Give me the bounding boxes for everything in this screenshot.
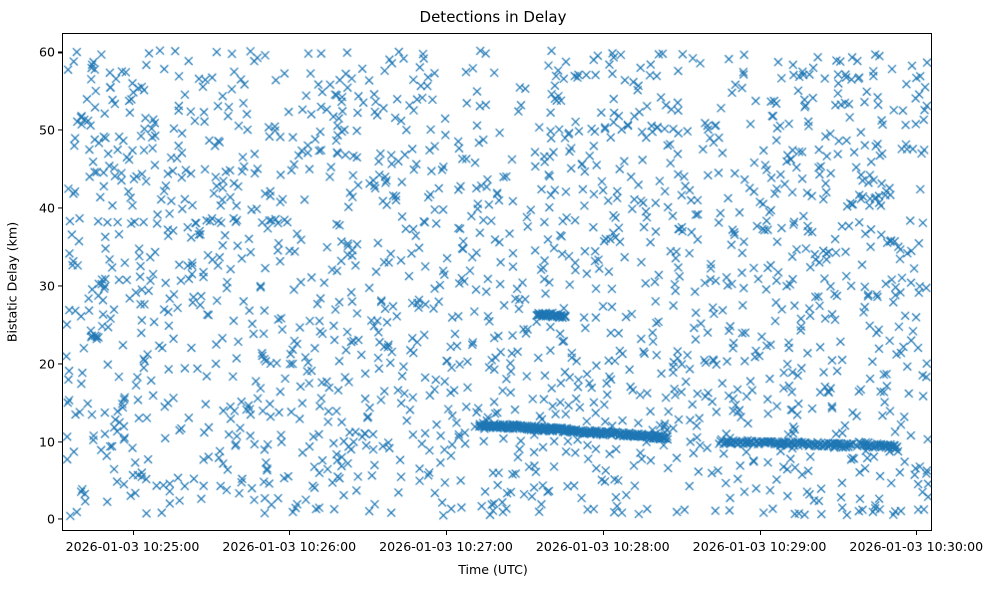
x-tick-mark <box>446 531 448 535</box>
x-tick-mark <box>916 531 918 535</box>
y-axis-label-text: Bistatic Delay (km) <box>4 221 20 343</box>
x-axis-label: Time (UTC) <box>458 562 528 577</box>
y-tick-label: 10 <box>38 434 55 450</box>
x-tick-label: 2026-01-03 10:25:00 <box>65 539 200 554</box>
x-tick-label: 2026-01-03 10:29:00 <box>692 539 827 554</box>
page-title: Detections in Delay <box>419 8 567 26</box>
y-tick-label: 30 <box>38 278 55 294</box>
x-tick-label: 2026-01-03 10:28:00 <box>535 539 670 554</box>
y-tick-label: 50 <box>38 122 55 138</box>
x-tick-label: 2026-01-03 10:30:00 <box>849 539 984 554</box>
y-tick-label: 40 <box>38 200 55 216</box>
x-tick-label: 2026-01-03 10:26:00 <box>222 539 357 554</box>
x-tick-mark <box>602 531 604 535</box>
scatter-points-layer <box>63 34 931 530</box>
y-tick-label: 20 <box>38 356 55 372</box>
x-tick-mark <box>289 531 291 535</box>
y-tick-label: 60 <box>38 44 55 60</box>
plot-area <box>62 33 932 531</box>
x-tick-mark <box>132 531 134 535</box>
x-tick-mark <box>759 531 761 535</box>
x-tick-label: 2026-01-03 10:27:00 <box>379 539 513 554</box>
y-axis-label: Bistatic Delay (km) <box>2 0 22 590</box>
y-tick-label: 0 <box>46 511 55 527</box>
